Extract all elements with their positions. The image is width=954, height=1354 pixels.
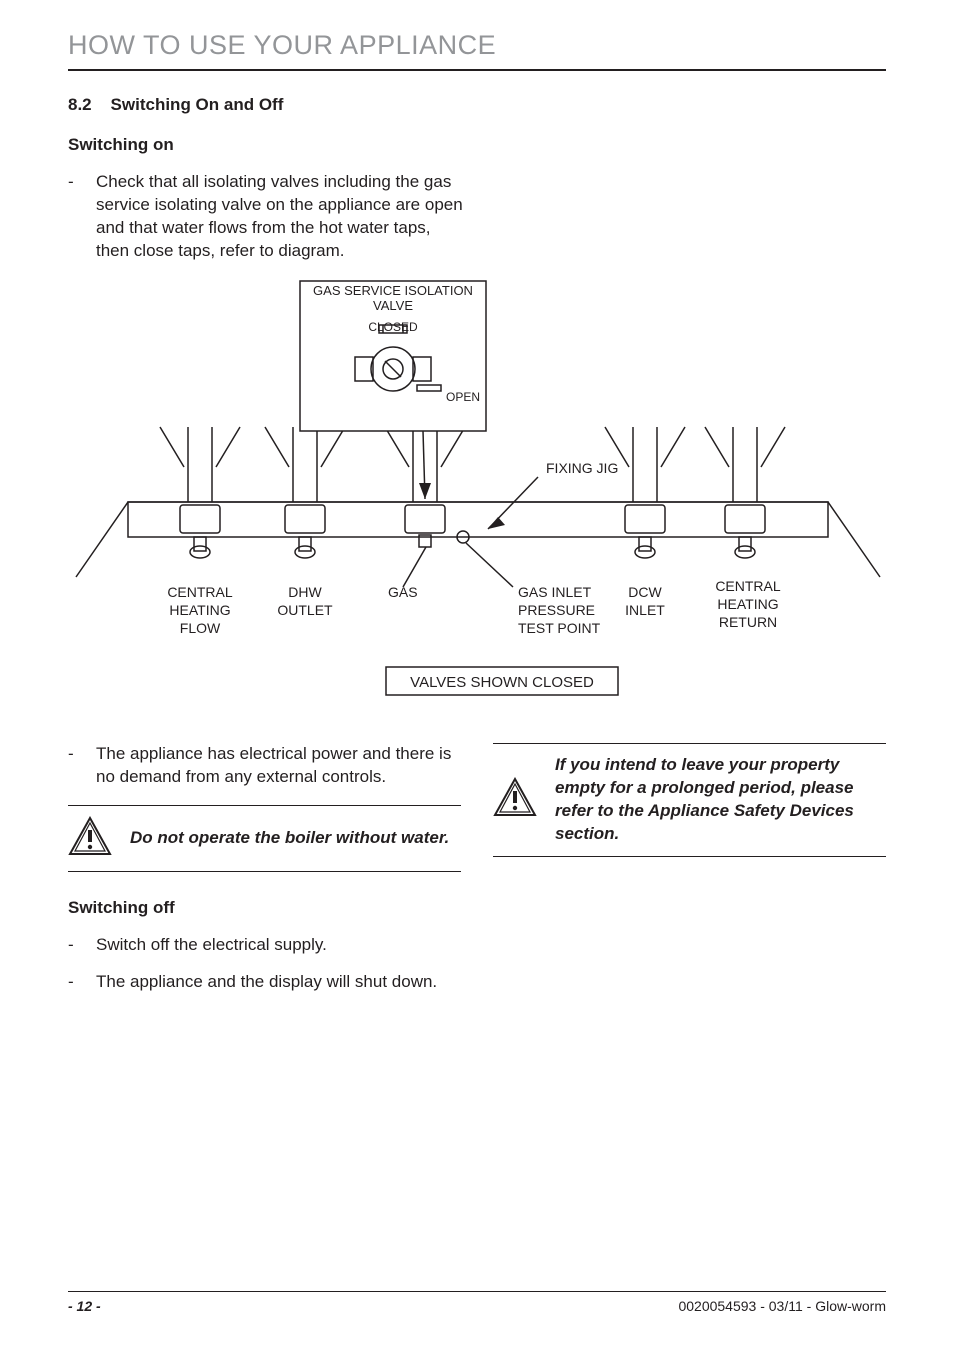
svg-text:GAS: GAS <box>388 584 418 600</box>
svg-text:OUTLET: OUTLET <box>277 602 333 618</box>
svg-text:VALVE: VALVE <box>373 298 413 313</box>
bullet-dash: - <box>68 743 96 789</box>
svg-text:OPEN: OPEN <box>446 390 480 404</box>
subheading-on: Switching on <box>68 135 886 155</box>
bullet-text: Switch off the electrical supply. <box>96 934 461 957</box>
subheading-off: Switching off <box>68 898 461 918</box>
bullet-dash: - <box>68 971 96 994</box>
section-number: 8.2 <box>68 95 92 114</box>
svg-text:GAS INLET: GAS INLET <box>518 584 592 600</box>
section-title: Switching On and Off <box>111 95 284 114</box>
warning-text: If you intend to leave your property emp… <box>555 754 886 846</box>
svg-text:CENTRAL: CENTRAL <box>167 584 233 600</box>
svg-text:CLOSED: CLOSED <box>368 320 418 334</box>
bullet-text: Check that all isolating valves includin… <box>96 171 468 263</box>
svg-text:INLET: INLET <box>625 602 665 618</box>
page-title: HOW TO USE YOUR APPLIANCE <box>68 30 886 71</box>
bullet-text: The appliance has electrical power and t… <box>96 743 461 789</box>
left-column: - The appliance has electrical power and… <box>68 743 461 1008</box>
svg-text:PRESSURE: PRESSURE <box>518 602 595 618</box>
valve-diagram: GAS SERVICE ISOLATION VALVE CLOSED OPEN … <box>68 277 888 717</box>
svg-text:HEATING: HEATING <box>717 596 778 612</box>
svg-text:TEST POINT: TEST POINT <box>518 620 601 636</box>
svg-text:CENTRAL: CENTRAL <box>715 578 781 594</box>
svg-text:FIXING JIG: FIXING JIG <box>546 460 618 476</box>
bullet-dash: - <box>68 934 96 957</box>
doc-id: 0020054593 - 03/11 - Glow-worm <box>678 1298 886 1314</box>
page-footer: - 12 - 0020054593 - 03/11 - Glow-worm <box>68 1291 886 1314</box>
page-number: - 12 - <box>68 1298 101 1314</box>
warning-text: Do not operate the boiler without water. <box>130 827 449 850</box>
bullet-dash: - <box>68 171 96 263</box>
svg-text:FLOW: FLOW <box>180 620 221 636</box>
svg-text:VALVES SHOWN CLOSED: VALVES SHOWN CLOSED <box>410 674 594 691</box>
svg-text:GAS SERVICE ISOLATION: GAS SERVICE ISOLATION <box>313 283 473 298</box>
list-item: - The appliance has electrical power and… <box>68 743 461 789</box>
list-item: - Switch off the electrical supply. <box>68 934 461 957</box>
list-item: - The appliance and the display will shu… <box>68 971 461 994</box>
section-heading: 8.2 Switching On and Off <box>68 95 886 115</box>
svg-text:DHW: DHW <box>288 584 322 600</box>
warning-right: If you intend to leave your property emp… <box>493 743 886 857</box>
right-column: If you intend to leave your property emp… <box>493 743 886 883</box>
svg-text:DCW: DCW <box>628 584 662 600</box>
bullets-on: - Check that all isolating valves includ… <box>68 171 468 263</box>
warning-left: Do not operate the boiler without water. <box>68 805 461 872</box>
svg-text:HEATING: HEATING <box>169 602 230 618</box>
warning-icon <box>68 816 112 861</box>
svg-text:RETURN: RETURN <box>719 614 777 630</box>
list-item: - Check that all isolating valves includ… <box>68 171 468 263</box>
warning-icon <box>493 777 537 822</box>
bullet-text: The appliance and the display will shut … <box>96 971 461 994</box>
lower-columns: - The appliance has electrical power and… <box>68 743 886 1008</box>
